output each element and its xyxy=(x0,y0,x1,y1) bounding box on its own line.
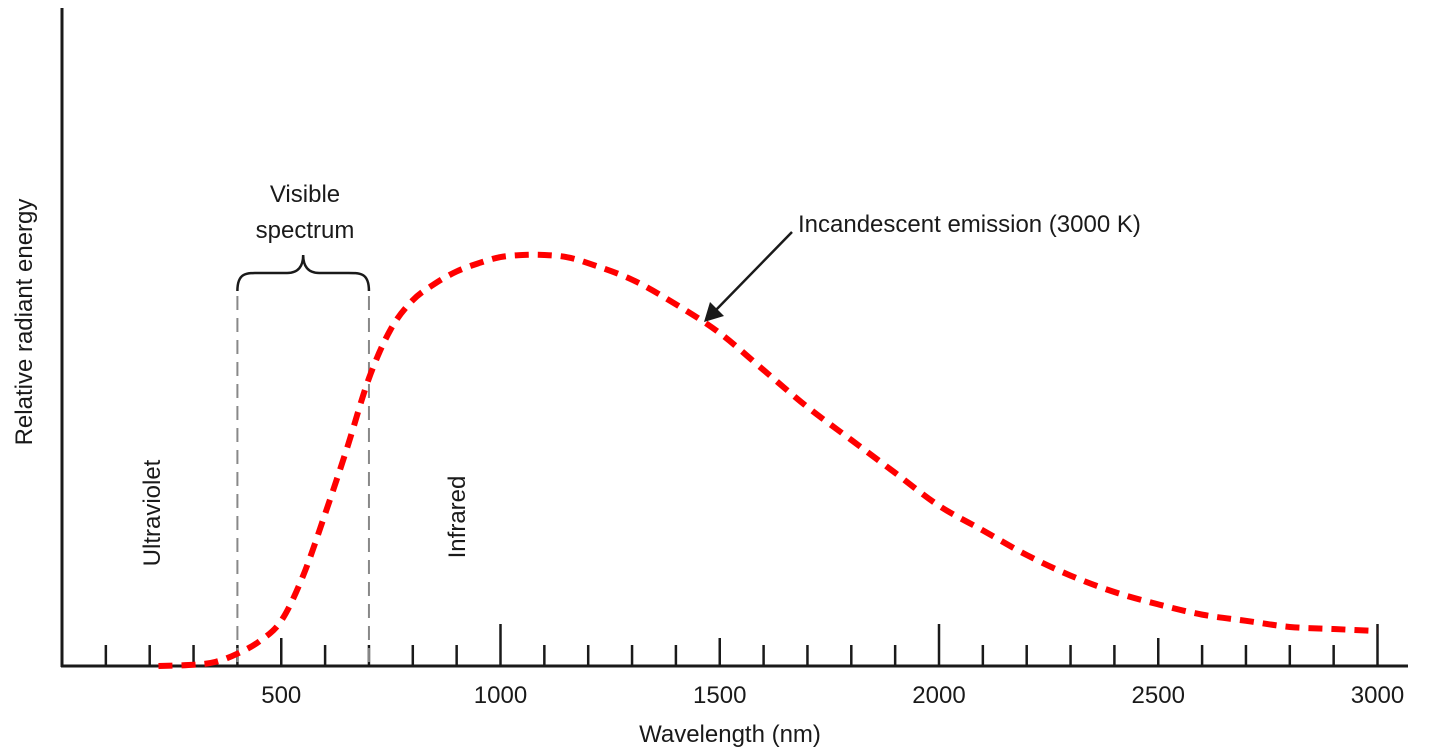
x-tick-label: 3000 xyxy=(1351,682,1404,709)
emission-label: Incandescent emission (3000 K) xyxy=(798,211,1141,238)
visible-label-line2: spectrum xyxy=(256,217,355,244)
x-tick-label: 2000 xyxy=(912,682,965,709)
ultraviolet-label: Ultraviolet xyxy=(139,459,166,566)
x-ticks xyxy=(104,624,1379,666)
x-axis-label: Wavelength (nm) xyxy=(639,721,821,748)
visible-label-line1: Visible xyxy=(270,181,340,208)
x-tick-label: 2500 xyxy=(1132,682,1185,709)
x-tick-label: 500 xyxy=(261,682,301,709)
visible-spectrum-brace xyxy=(236,254,371,292)
x-tick-label: 1000 xyxy=(474,682,527,709)
emission-curve xyxy=(158,251,1378,669)
annotation-arrow-head xyxy=(704,302,724,322)
x-tick-label: 1500 xyxy=(693,682,746,709)
infrared-label: Infrared xyxy=(444,476,471,559)
x-tick-labels: 500 1000 1500 2000 2500 3000 xyxy=(261,682,1404,709)
y-axis-label: Relative radiant energy xyxy=(11,199,38,446)
annotation-arrow-line xyxy=(713,231,793,313)
